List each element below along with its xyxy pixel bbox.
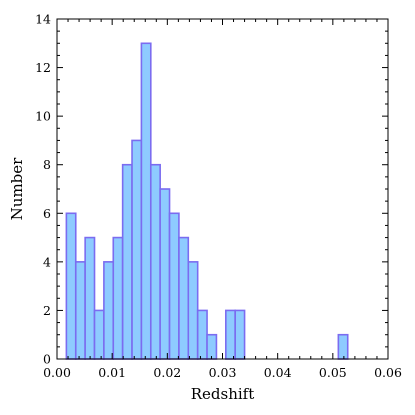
y-tick-label: 12 [35, 60, 51, 75]
y-axis-ticks: 0 2 4 6 8 10 12 14 [35, 12, 388, 367]
histogram-bar [178, 236, 190, 360]
histogram-bar [74, 261, 86, 360]
y-tick-label: 6 [43, 206, 51, 221]
y-tick-label: 4 [43, 254, 51, 269]
histogram-bar [149, 163, 161, 360]
x-tick-label: 0.00 [43, 365, 71, 380]
x-tick-label: 0.01 [98, 365, 126, 380]
y-axis-label: Number [8, 157, 26, 220]
histogram-bar [234, 309, 246, 360]
histogram-bar [206, 333, 218, 360]
histogram-bar [93, 309, 105, 360]
histogram-bar [84, 236, 96, 360]
histogram-bar [159, 188, 171, 360]
histogram-bar [337, 333, 349, 360]
histogram-bar [196, 309, 208, 360]
histogram-bar [140, 42, 152, 360]
x-tick-label: 0.05 [319, 365, 347, 380]
x-tick-label: 0.02 [153, 365, 181, 380]
histogram-bar [112, 236, 124, 360]
histogram-bar [121, 163, 133, 360]
y-tick-label: 0 [43, 352, 51, 367]
x-axis-label: Redshift [191, 385, 255, 403]
histogram-bar [65, 212, 77, 360]
histogram-bar [103, 261, 115, 360]
histogram-bar [225, 309, 236, 360]
x-tick-label: 0.04 [264, 365, 292, 380]
x-axis-ticks: 0.00 0.01 0.02 0.03 0.04 0.05 0.06 [43, 19, 402, 380]
y-tick-label: 2 [43, 303, 51, 318]
y-tick-label: 10 [35, 109, 51, 124]
x-tick-label: 0.06 [374, 365, 402, 380]
y-tick-label: 14 [35, 12, 51, 27]
y-tick-label: 8 [43, 157, 51, 172]
histogram-bar [168, 212, 180, 360]
x-tick-label: 0.03 [209, 365, 237, 380]
histogram-bar [131, 139, 143, 360]
histogram-bar [187, 261, 199, 360]
